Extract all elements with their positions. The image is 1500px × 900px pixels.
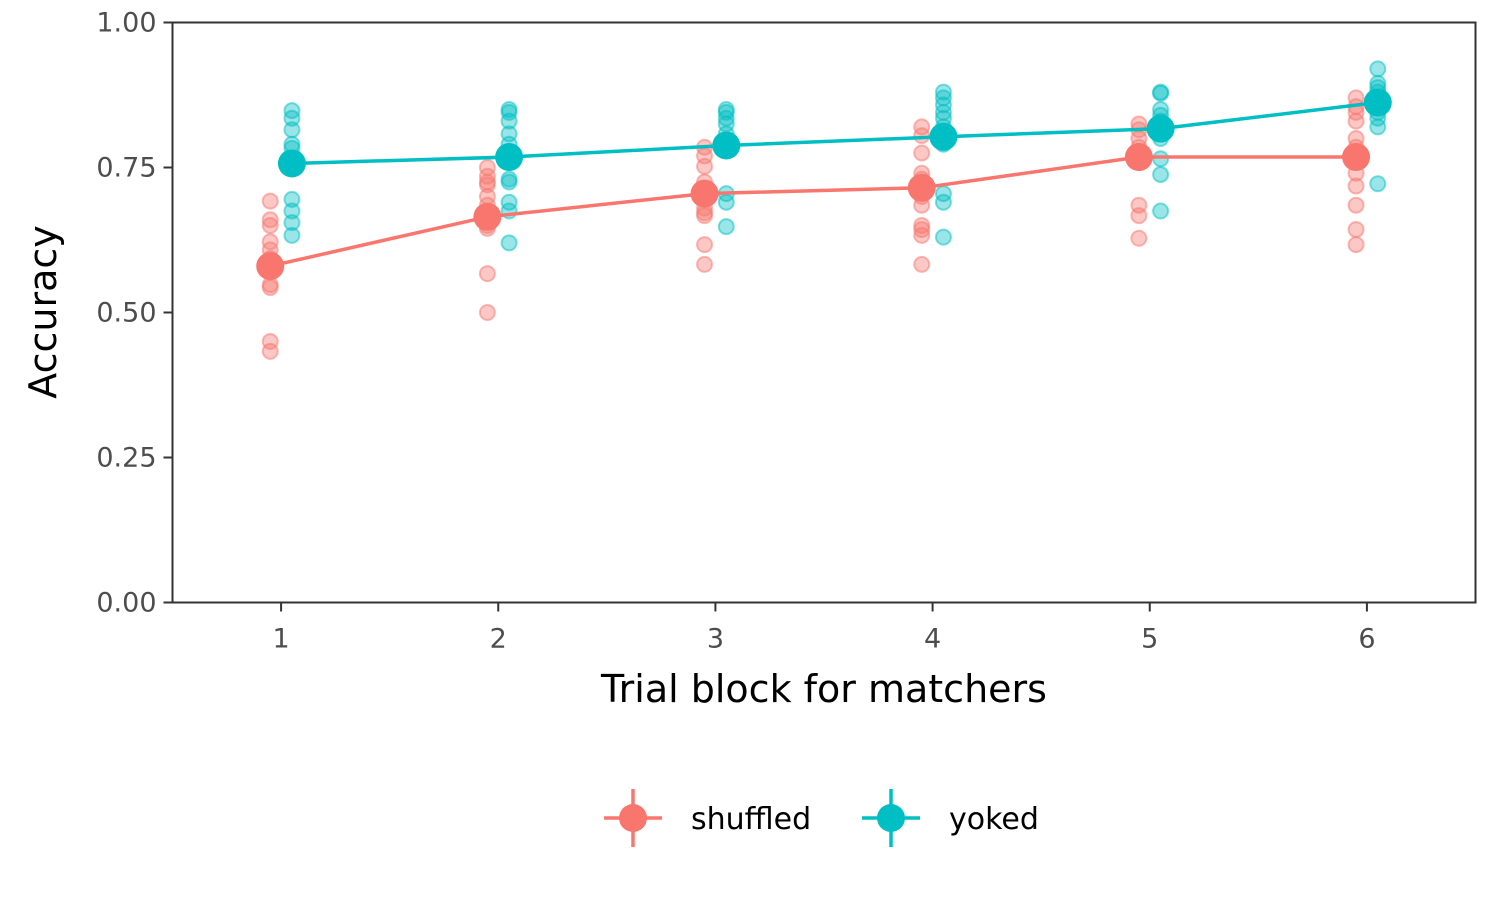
shuffled-raw-point: [913, 118, 931, 136]
shuffled-mean-point: [256, 252, 285, 281]
shuffled-mean-line: [269, 155, 1357, 268]
yoked-raw-point: [717, 103, 735, 121]
yoked-raw-point: [500, 112, 518, 130]
shuffled-raw-point: [913, 144, 931, 162]
shuffled-mean-point: [1124, 143, 1153, 172]
y-tick-label: 1.00: [96, 8, 156, 39]
yoked-raw-point: [717, 218, 735, 236]
shuffled-raw-point: [913, 127, 931, 145]
legend: shuffled yoked: [604, 789, 1039, 847]
yoked-raw-point: [934, 228, 952, 246]
legend-item-yoked: yoked: [862, 789, 1039, 847]
shuffled-raw-point: [913, 221, 931, 239]
y-axis-title: Accuracy: [21, 225, 65, 399]
x-tick-label: 4: [924, 624, 941, 655]
x-axis: 1 2 3 4 5 6: [272, 602, 1376, 655]
x-tick-label: 6: [1358, 624, 1375, 655]
shuffled-raw-point: [1347, 196, 1365, 214]
yoked-mean-point: [1146, 114, 1175, 143]
legend-label: shuffled: [691, 802, 811, 837]
shuffled-raw-point: [261, 342, 279, 360]
yoked-mean-point: [1363, 88, 1392, 117]
shuffled-raw-point: [913, 255, 931, 273]
yoked-raw-point: [283, 202, 301, 220]
yoked-raw-point: [283, 214, 301, 232]
y-tick-label: 0.75: [96, 153, 156, 184]
yoked-mean-line: [291, 100, 1378, 166]
shuffled-raw-point: [261, 211, 279, 229]
yoked-raw-point: [934, 83, 952, 101]
shuffled-raw-point: [478, 167, 496, 185]
y-tick-label: 0.50: [96, 298, 156, 329]
shuffled-raw-point: [478, 265, 496, 283]
yoked-raw-point: [283, 190, 301, 208]
plot-panel-border: [171, 21, 1477, 604]
yoked-raw-point: [1369, 175, 1387, 193]
yoked-raw-point: [283, 226, 301, 244]
x-tick-label: 3: [707, 624, 724, 655]
shuffled-raw-point: [1130, 207, 1148, 225]
shuffled-mean-point: [907, 173, 936, 202]
yoked-mean-point: [277, 149, 306, 178]
shuffled-mean-point: [473, 202, 502, 231]
shuffled-raw-point: [1347, 236, 1365, 254]
yoked-mean-point: [929, 122, 958, 151]
shuffled-raw-point: [1347, 112, 1365, 130]
shuffled-raw-point: [1347, 221, 1365, 239]
x-tick-label: 2: [490, 624, 507, 655]
yoked-raw-point: [500, 103, 518, 121]
shuffled-raw-point: [696, 255, 714, 273]
shuffled-raw-point: [1347, 177, 1365, 195]
mean-lines-layer: [269, 100, 1378, 268]
yoked-raw-point: [1152, 165, 1170, 183]
yoked-raw-point: [500, 173, 518, 191]
shuffled-raw-point: [1130, 229, 1148, 247]
yoked-raw-point: [934, 193, 952, 211]
y-tick-label: 0.25: [96, 443, 156, 474]
legend-key-point: [619, 804, 647, 832]
yoked-raw-point: [1369, 60, 1387, 78]
yoked-mean-point: [712, 131, 741, 160]
x-tick-label: 1: [272, 624, 289, 655]
shuffled-raw-point: [696, 207, 714, 225]
legend-key-point: [877, 804, 905, 832]
yoked-raw-point: [283, 121, 301, 139]
mean-points-layer: [256, 88, 1392, 281]
yoked-raw-point: [283, 109, 301, 127]
yoked-raw-point: [500, 234, 518, 252]
raw-points-layer: [261, 60, 1387, 360]
yoked-raw-point: [1152, 84, 1170, 102]
shuffled-mean-point: [1342, 143, 1371, 172]
yoked-raw-point: [1369, 118, 1387, 136]
yoked-raw-point: [500, 193, 518, 211]
yoked-raw-point: [1152, 202, 1170, 220]
shuffled-raw-point: [478, 176, 496, 194]
shuffled-raw-point: [913, 226, 931, 244]
yoked-raw-point: [717, 193, 735, 211]
yoked-mean-point: [495, 143, 524, 172]
shuffled-mean-point: [690, 179, 719, 208]
y-tick-label: 0.00: [96, 588, 156, 619]
x-tick-label: 5: [1141, 624, 1158, 655]
legend-item-shuffled: shuffled: [604, 789, 811, 847]
shuffled-raw-point: [696, 236, 714, 254]
y-axis: 0.00 0.25 0.50 0.75 1.00: [96, 8, 173, 619]
shuffled-raw-point: [696, 157, 714, 175]
legend-label: yoked: [949, 802, 1039, 837]
x-axis-title: Trial block for matchers: [600, 667, 1047, 711]
shuffled-raw-point: [261, 217, 279, 234]
shuffled-raw-point: [261, 192, 279, 210]
shuffled-raw-point: [478, 304, 496, 321]
shuffled-raw-point: [261, 279, 279, 297]
